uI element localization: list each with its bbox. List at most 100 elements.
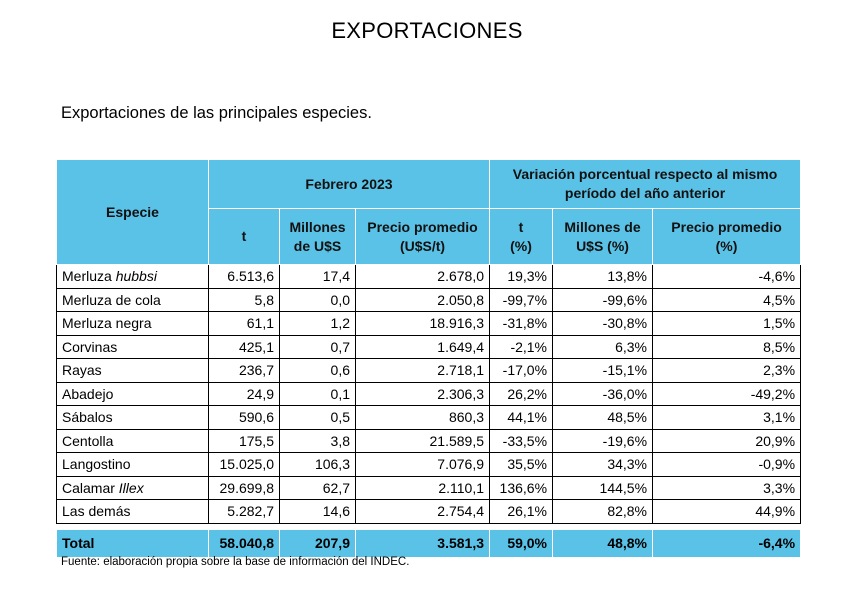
header-col-t-pct: t (%)	[489, 208, 554, 265]
total-value-cell: 3.581,3	[354, 528, 491, 558]
value-cell: 15.025,0	[208, 452, 280, 477]
value-cell: 0,6	[279, 358, 356, 383]
value-cell: -17,0%	[489, 358, 554, 383]
value-cell: 44,1%	[489, 405, 554, 430]
value-cell: 3,8	[279, 428, 356, 453]
value-cell: -49,2%	[652, 381, 802, 406]
species-name-cell: Calamar Illex	[56, 475, 209, 500]
value-cell: 18.916,3	[354, 311, 491, 336]
table-row: Rayas 236,7 0,6 2.718,1 -17,0% -15,1% 2,3%	[56, 358, 802, 383]
value-cell: 860,3	[354, 405, 491, 430]
value-cell: 34,3%	[552, 452, 654, 477]
value-cell: -2,1%	[489, 334, 554, 359]
species-name-cell: Rayas	[56, 358, 209, 383]
value-cell: 6.513,6	[208, 264, 280, 289]
value-cell: -99,7%	[489, 287, 554, 312]
source-note: Fuente: elaboración propia sobre la base…	[61, 556, 410, 568]
value-cell: 20,9%	[652, 428, 802, 453]
value-cell: 2.306,3	[354, 381, 491, 406]
total-value-cell: 58.040,8	[208, 528, 280, 558]
table-row: Merluza negra 61,1 1,2 18.916,3 -31,8% -30,8%…	[56, 311, 802, 336]
table-row: Merluza hubbsi 6.513,6 17,4 2.678,0 19,3% 13,…	[56, 264, 802, 289]
value-cell: 106,3	[279, 452, 356, 477]
value-cell: 3,3%	[652, 475, 802, 500]
value-cell: 236,7	[208, 358, 280, 383]
value-cell: 175,5	[208, 428, 280, 453]
total-value-cell: -6,4%	[652, 528, 802, 558]
value-cell: 7.076,9	[354, 452, 491, 477]
value-cell: 144,5%	[552, 475, 654, 500]
species-name-cell: Las demás	[56, 499, 209, 524]
species-name-cell: Sábalos	[56, 405, 209, 430]
table-caption: Exportaciones de las principales especie…	[61, 104, 372, 122]
value-cell: 2.754,4	[354, 499, 491, 524]
value-cell: 2,3%	[652, 358, 802, 383]
value-cell: 48,5%	[552, 405, 654, 430]
value-cell: 29.699,8	[208, 475, 280, 500]
value-cell: 1,2	[279, 311, 356, 336]
total-value-cell: 48,8%	[552, 528, 654, 558]
value-cell: 2.718,1	[354, 358, 491, 383]
header-col-millones: Millones de U$S	[279, 208, 356, 265]
table-row: Langostino 15.025,0 106,3 7.076,9 35,5% 34,3%…	[56, 452, 802, 477]
value-cell: -36,0%	[552, 381, 654, 406]
page-title: EXPORTACIONES	[331, 18, 523, 43]
value-cell: 2.678,0	[354, 264, 491, 289]
header-group-february: Febrero 2023	[207, 159, 491, 209]
value-cell: -19,6%	[552, 428, 654, 453]
total-row: Total 58.040,8 207,9 3.581,3 59,0% 48,8% -6,4%	[56, 528, 802, 558]
value-cell: 0,0	[279, 287, 356, 312]
header-species: Especie	[56, 159, 209, 265]
total-value-cell: 207,9	[279, 528, 356, 558]
header-col-precio-pct: Precio promedio (%)	[652, 208, 802, 265]
value-cell: 14,6	[279, 499, 356, 524]
value-cell: 1.649,4	[354, 334, 491, 359]
table-row: Abadejo 24,9 0,1 2.306,3 26,2% -36,0% -49,2%	[56, 381, 802, 406]
species-name-cell: Abadejo	[56, 381, 209, 406]
header-col-t: t	[208, 208, 280, 265]
value-cell: -33,5%	[489, 428, 554, 453]
value-cell: 5,8	[208, 287, 280, 312]
species-name-cell: Merluza hubbsi	[56, 264, 209, 289]
value-cell: 0,1	[279, 381, 356, 406]
value-cell: 19,3%	[489, 264, 554, 289]
value-cell: 3,1%	[652, 405, 802, 430]
table-row: Merluza de cola 5,8 0,0 2.050,8 -99,7% -99,6%…	[56, 287, 802, 312]
value-cell: 2.110,1	[354, 475, 491, 500]
value-cell: 425,1	[208, 334, 280, 359]
value-cell: 0,5	[279, 405, 356, 430]
header-col-millones-pct: Millones de U$S (%)	[552, 208, 654, 265]
value-cell: 0,7	[279, 334, 356, 359]
value-cell: 1,5%	[652, 311, 802, 336]
total-value-cell: 59,0%	[489, 528, 554, 558]
value-cell: 6,3%	[552, 334, 654, 359]
value-cell: 5.282,7	[208, 499, 280, 524]
header-col-precio: Precio promedio (U$S/t)	[354, 208, 491, 265]
value-cell: 8,5%	[652, 334, 802, 359]
value-cell: 44,9%	[652, 499, 802, 524]
table-row: Corvinas 425,1 0,7 1.649,4 -2,1% 6,3% 8,5%	[56, 334, 802, 359]
species-name-cell: Corvinas	[56, 334, 209, 359]
value-cell: 24,9	[208, 381, 280, 406]
value-cell: -0,9%	[652, 452, 802, 477]
total-label: Total	[56, 528, 209, 558]
value-cell: 62,7	[279, 475, 356, 500]
table-row: Las demás 5.282,7 14,6 2.754,4 26,1% 82,8% 44,…	[56, 499, 802, 524]
exports-table: Especie Febrero 2023 Variación porcentua…	[56, 159, 802, 558]
species-name-cell: Merluza de cola	[56, 287, 209, 312]
table-row: Centolla 175,5 3,8 21.589,5 -33,5% -19,6% 20,9…	[56, 428, 802, 453]
value-cell: 136,6%	[489, 475, 554, 500]
value-cell: 17,4	[279, 264, 356, 289]
value-cell: -15,1%	[552, 358, 654, 383]
header-group-variation: Variación porcentual respecto al mismo p…	[489, 159, 802, 209]
value-cell: 61,1	[208, 311, 280, 336]
value-cell: -99,6%	[552, 287, 654, 312]
species-name-cell: Merluza negra	[56, 311, 209, 336]
value-cell: 13,8%	[552, 264, 654, 289]
value-cell: -4,6%	[652, 264, 802, 289]
value-cell: 26,1%	[489, 499, 554, 524]
species-name-cell: Langostino	[56, 452, 209, 477]
value-cell: 590,6	[208, 405, 280, 430]
value-cell: -31,8%	[489, 311, 554, 336]
value-cell: 21.589,5	[354, 428, 491, 453]
